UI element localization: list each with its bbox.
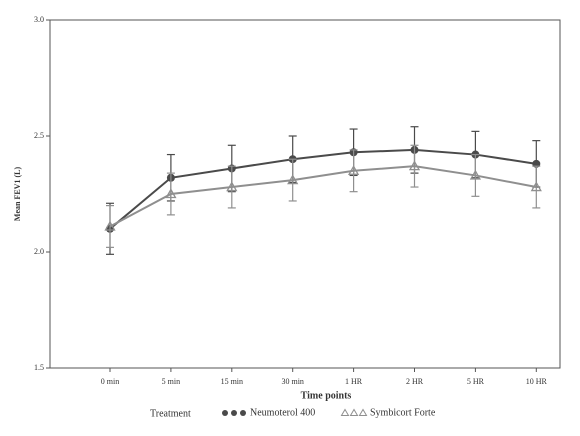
plot-frame — [49, 19, 561, 369]
x-tick-label: 30 min — [281, 377, 303, 386]
legend-marker — [222, 410, 228, 416]
legend-marker — [340, 408, 350, 416]
x-tick-label: 15 min — [221, 377, 243, 386]
point — [226, 181, 238, 192]
y-tick-label: 3.0 — [34, 15, 44, 24]
point — [104, 220, 116, 231]
legend-label: Symbicort Forte — [370, 407, 436, 418]
x-tick-label: 5 min — [162, 377, 180, 386]
y-tick-label: 1.5 — [34, 363, 44, 372]
point — [530, 181, 542, 192]
legend-marker — [349, 408, 359, 416]
x-tick-label: 0 min — [101, 377, 119, 386]
x-tick-label: 5 HR — [467, 377, 485, 386]
legend-label: Neumoterol 400 — [250, 407, 315, 418]
legend-title: Treatment — [150, 408, 191, 419]
point — [408, 160, 421, 171]
error-bar — [106, 205, 114, 248]
x-tick-label: 2 HR — [406, 377, 424, 386]
legend-marker — [231, 410, 237, 416]
y-axis-title: Mean FEV1 (L) — [13, 167, 22, 222]
point — [287, 174, 299, 185]
error-bar — [532, 165, 541, 209]
point — [469, 169, 482, 180]
point — [165, 188, 177, 199]
series-line — [109, 165, 537, 228]
x-axis-title: Time points — [301, 390, 352, 401]
legend-marker — [240, 410, 246, 416]
point — [347, 164, 360, 175]
legend-marker — [358, 408, 368, 416]
x-tick-label: 1 HR — [345, 377, 363, 386]
x-tick-label: 10 HR — [526, 377, 548, 386]
y-tick-label: 2.5 — [34, 131, 44, 140]
legend: Treatment — [150, 408, 191, 419]
y-tick-label: 2.0 — [34, 247, 44, 256]
series-line — [109, 148, 537, 230]
